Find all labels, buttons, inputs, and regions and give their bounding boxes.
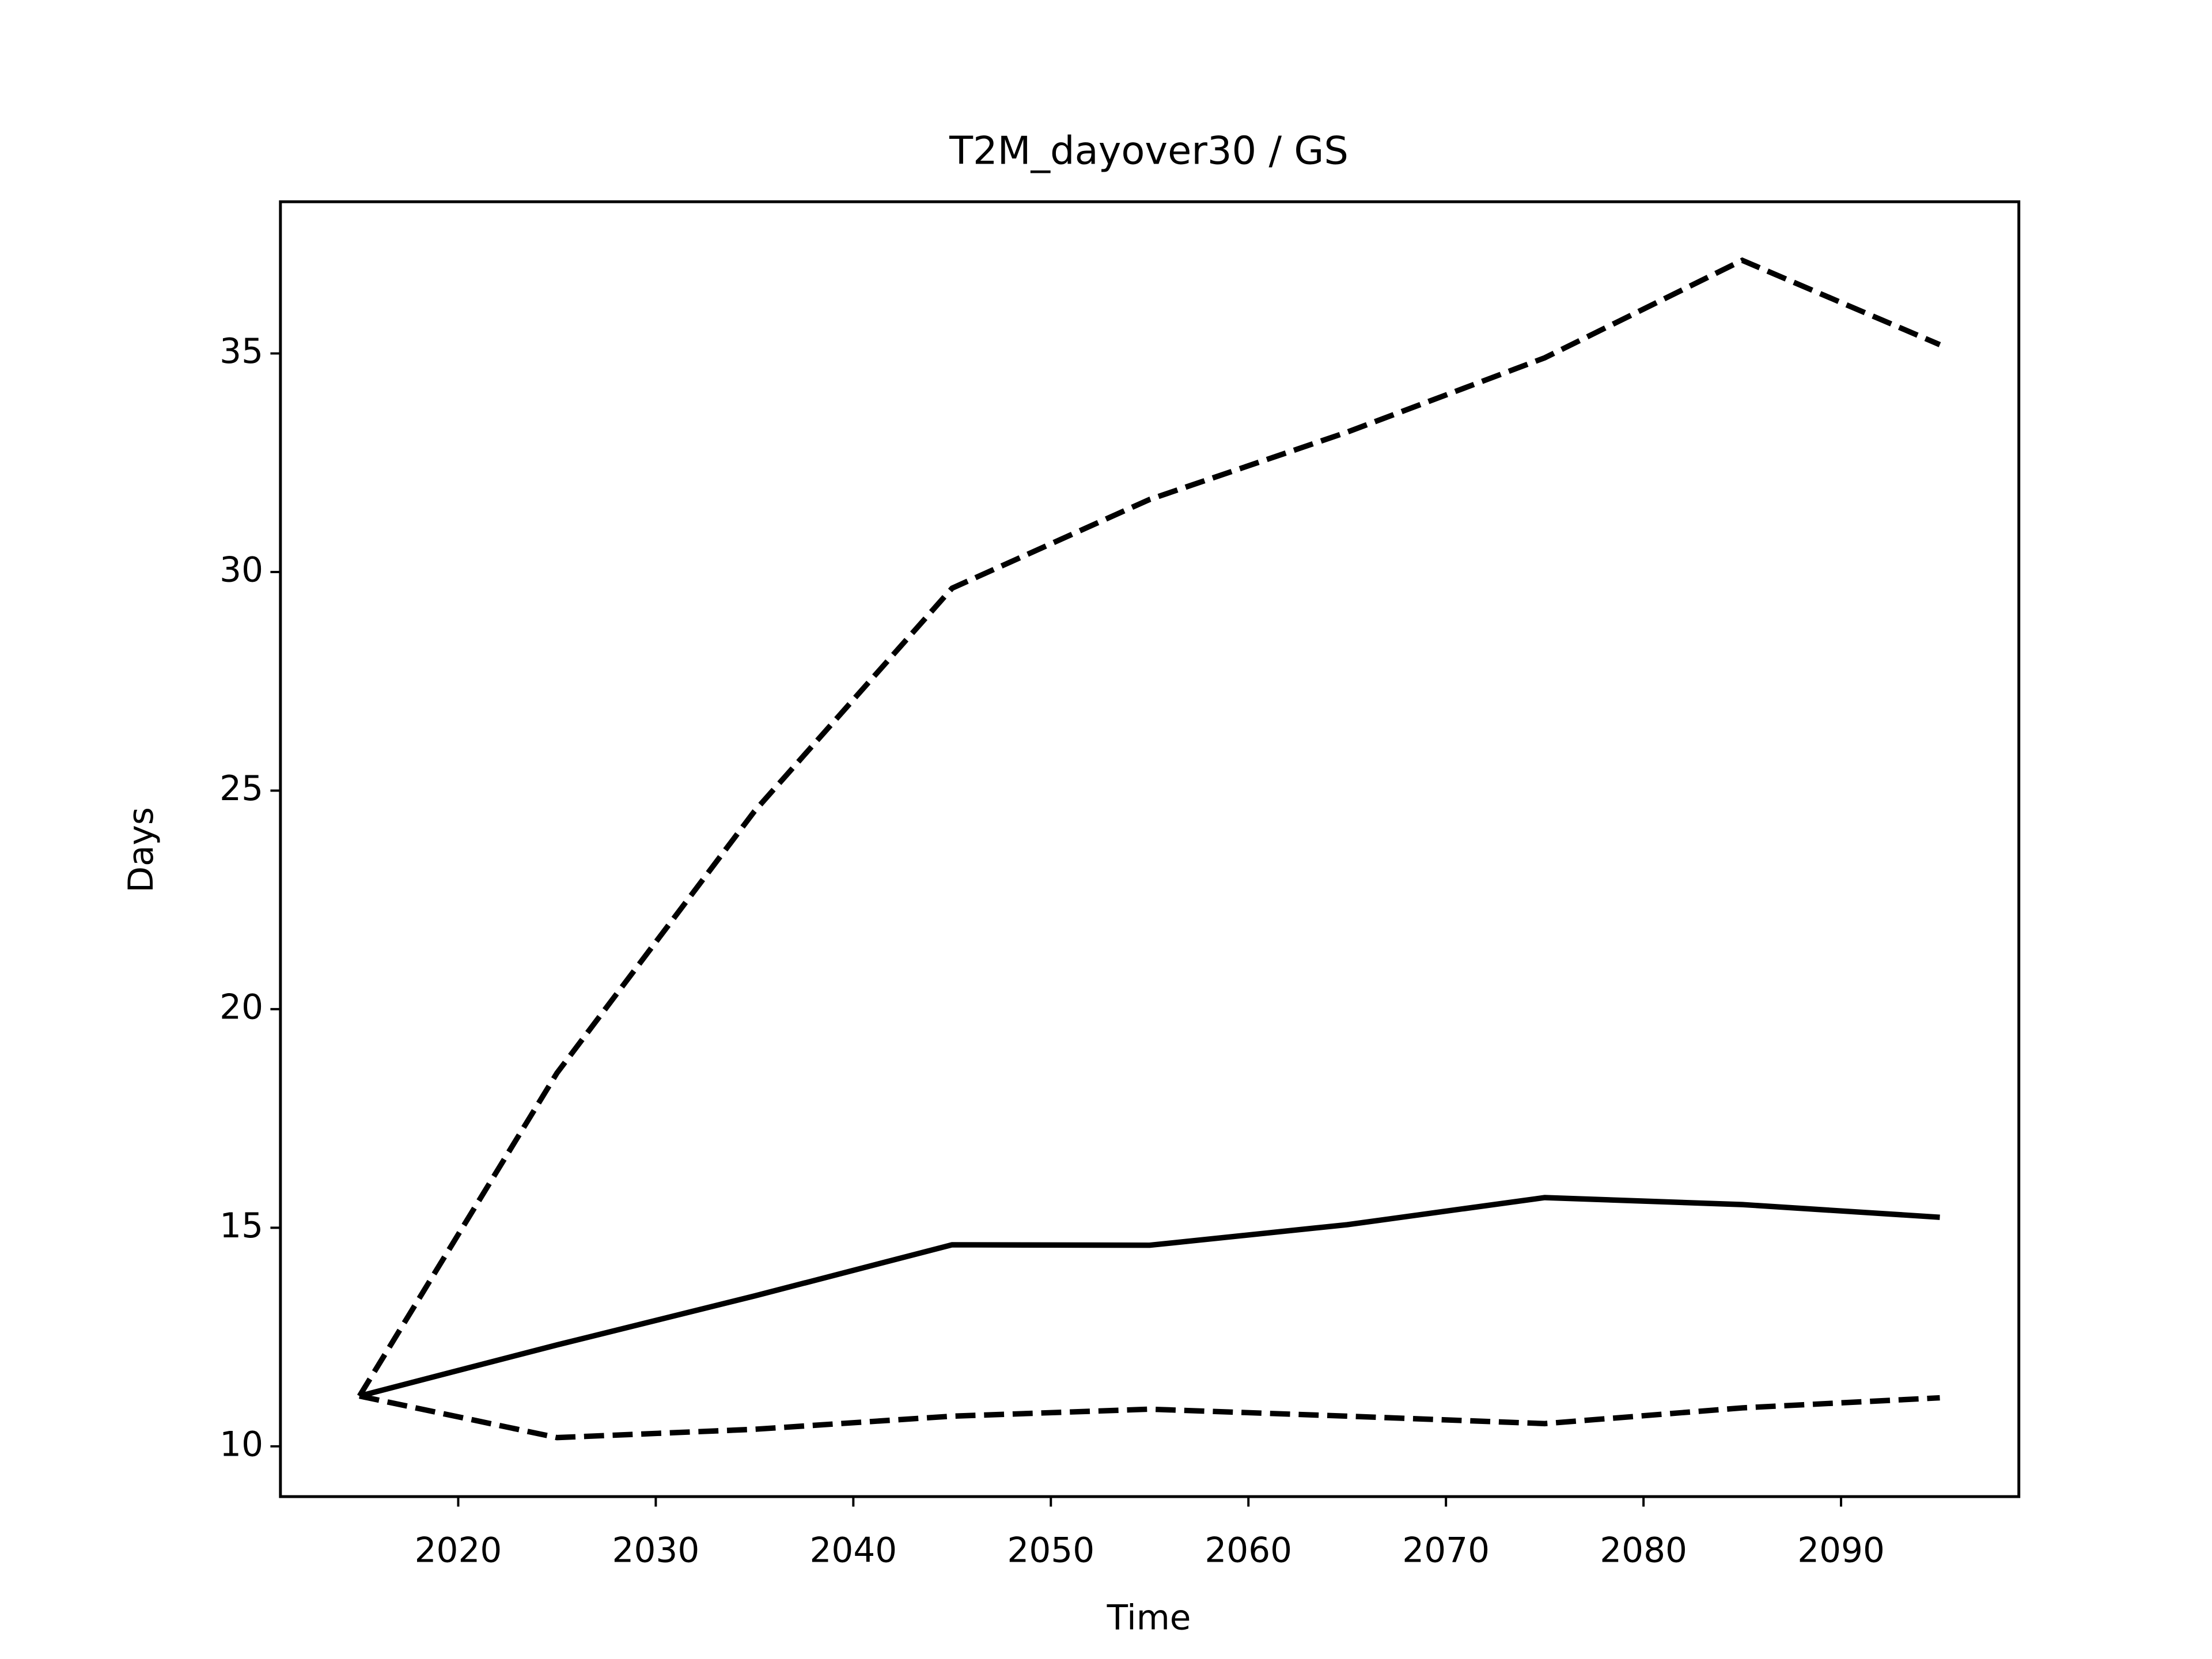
y-tick-label: 20 xyxy=(219,988,263,1028)
y-tick-label: 25 xyxy=(219,769,263,809)
y-axis-label: Days xyxy=(122,807,161,893)
y-tick-label: 35 xyxy=(219,332,263,372)
x-tick-label: 2070 xyxy=(1402,1531,1490,1571)
x-tick-label: 2090 xyxy=(1797,1531,1885,1571)
x-tick-label: 2040 xyxy=(809,1531,897,1571)
x-tick-label: 2020 xyxy=(415,1531,502,1571)
data-line xyxy=(358,1195,1940,1399)
y-tick-label: 15 xyxy=(219,1206,263,1246)
chart-title: T2M_dayover30 / GS xyxy=(949,128,1349,173)
x-tick-label: 2060 xyxy=(1205,1531,1292,1571)
x-tick-label: 2050 xyxy=(1007,1531,1094,1571)
plot-frame xyxy=(279,200,2021,1498)
y-tick-label: 30 xyxy=(219,551,263,590)
data-line xyxy=(359,1393,1940,1441)
x-tick-label: 2080 xyxy=(1600,1531,1687,1571)
x-tick-label: 2030 xyxy=(612,1531,700,1571)
data-line xyxy=(357,257,1941,1398)
x-axis-label: Time xyxy=(1107,1598,1191,1638)
y-tick-label: 10 xyxy=(219,1425,263,1464)
